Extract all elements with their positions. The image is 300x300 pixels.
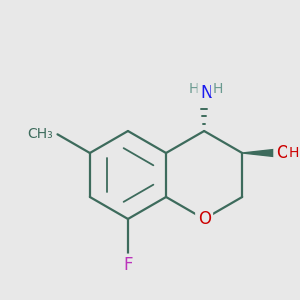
Text: H: H: [213, 82, 223, 96]
Text: H: H: [289, 146, 299, 160]
Polygon shape: [242, 149, 278, 157]
Text: CH₃: CH₃: [28, 127, 53, 141]
Text: N: N: [200, 84, 212, 102]
Text: O: O: [276, 144, 289, 162]
Text: O: O: [198, 210, 211, 228]
Text: H: H: [189, 82, 199, 96]
Text: F: F: [123, 256, 133, 274]
